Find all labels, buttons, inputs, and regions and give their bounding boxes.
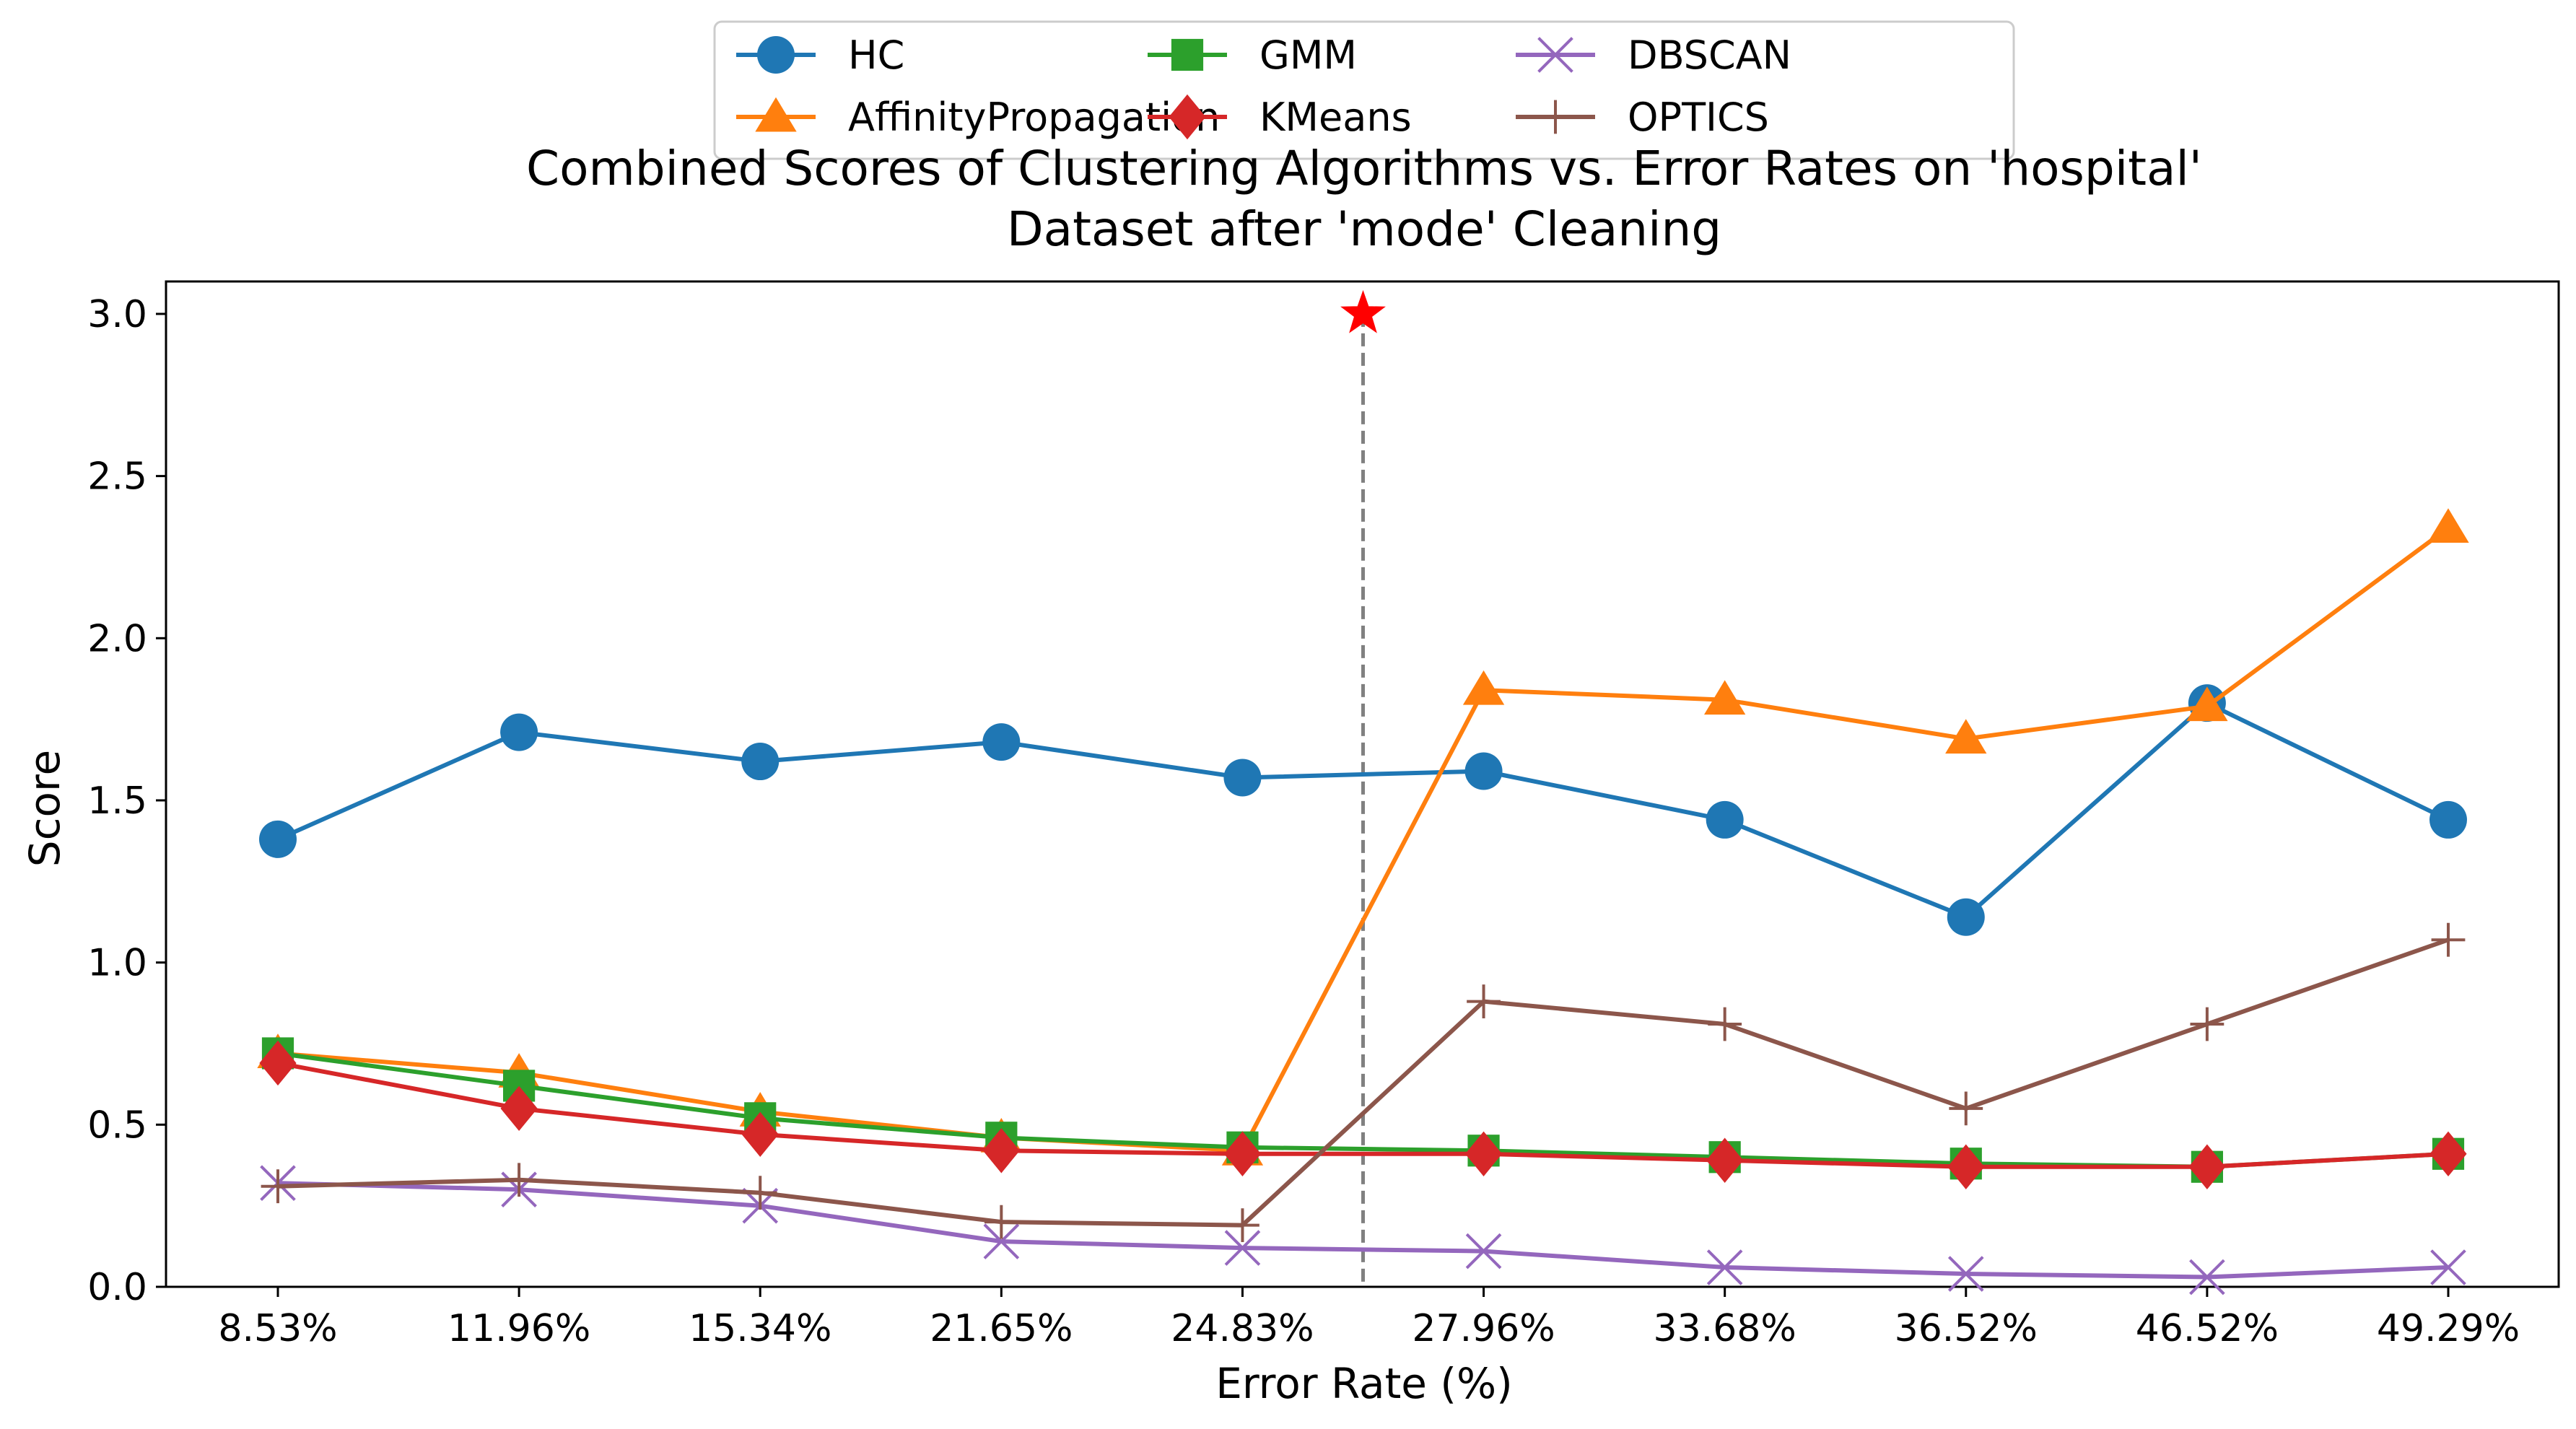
data-point-hc (741, 743, 780, 781)
legend: HCAffinityPropagationGMMKMeansDBSCANOPTI… (713, 20, 2015, 160)
y-tick-label: 0.0 (87, 1266, 147, 1309)
series-line-affinitypropagation (277, 526, 2450, 1153)
data-point-kmeans (741, 1111, 779, 1158)
legend-box (713, 20, 2015, 160)
data-point-dbscan (1706, 1249, 1743, 1285)
legend-label: GMM (1259, 32, 1357, 78)
x-tick-label: 46.52% (2136, 1307, 2279, 1350)
x-tick-label: 24.83% (1171, 1307, 1314, 1350)
data-point-optics (261, 1169, 295, 1204)
data-point-optics (984, 1205, 1018, 1239)
series-line-kmeans (277, 1060, 2449, 1169)
data-point-dbscan (2430, 1249, 2466, 1285)
data-point-hc (982, 723, 1021, 761)
x-axis-label: Error Rate (%) (1215, 1359, 1513, 1408)
legend-marker (755, 97, 797, 132)
data-point-hc (2429, 800, 2467, 839)
star-marker (1340, 289, 1386, 333)
data-point-kmeans (982, 1128, 1020, 1174)
data-point-optics (502, 1163, 536, 1197)
data-point-optics (743, 1176, 777, 1210)
data-point-optics (2190, 1007, 2224, 1041)
data-point-optics (1949, 1091, 1983, 1126)
data-point-hc (1706, 800, 1744, 839)
chart-title-line-1: Combined Scores of Clustering Algorithms… (526, 141, 2202, 196)
legend-marker (1169, 94, 1206, 140)
series-kmeans (259, 1040, 2467, 1189)
data-point-affinitypropagation (1945, 719, 1987, 754)
legend-item-dbscan: DBSCAN (1516, 32, 1791, 78)
y-tick-label: 3.0 (87, 293, 147, 336)
data-point-kmeans (1947, 1144, 1985, 1189)
x-tick-label: 27.96% (1412, 1307, 1555, 1350)
data-point-affinitypropagation (1704, 680, 1746, 715)
data-point-kmeans (259, 1040, 297, 1086)
data-point-kmeans (1464, 1131, 1503, 1176)
data-point-kmeans (2429, 1131, 2467, 1176)
legend-marker (1538, 100, 1573, 134)
data-point-kmeans (2188, 1144, 2226, 1189)
x-tick-label: 21.65% (930, 1307, 1073, 1350)
data-point-kmeans (500, 1085, 538, 1132)
data-point-hc (500, 713, 538, 751)
data-point-dbscan (1224, 1230, 1261, 1266)
y-tick-label: 1.0 (87, 942, 147, 985)
legend-item-kmeans: KMeans (1148, 94, 1412, 140)
legend-marker (1537, 37, 1573, 73)
data-point-kmeans (1223, 1131, 1262, 1176)
y-tick-label: 2.5 (87, 455, 147, 499)
data-point-affinitypropagation (2186, 686, 2228, 722)
data-point-hc (1464, 752, 1503, 790)
data-point-optics (1708, 1007, 1742, 1041)
legend-item-gmm: GMM (1148, 32, 1357, 78)
data-point-optics (1226, 1208, 1259, 1243)
legend-item-hc: HC (736, 32, 904, 78)
legend-label: KMeans (1259, 95, 1412, 140)
x-tick-label: 8.53% (218, 1307, 337, 1350)
x-tick-label: 36.52% (1895, 1307, 2038, 1350)
series-line-dbscan (277, 1181, 2449, 1280)
y-axis-label: Score (20, 750, 69, 867)
data-point-hc (1947, 898, 1985, 936)
x-tick-label: 49.29% (2377, 1307, 2520, 1350)
x-tick-label: 33.68% (1654, 1307, 1796, 1350)
data-point-hc (1223, 759, 1262, 797)
series-line-hc (276, 701, 2450, 919)
x-tick-label: 11.96% (447, 1307, 590, 1350)
axes-frame (165, 280, 2560, 1288)
y-tick-label: 0.5 (87, 1104, 147, 1147)
chart-title-line-2: Dataset after 'mode' Cleaning (1007, 201, 1721, 257)
y-tick-label: 1.5 (87, 779, 147, 823)
data-point-optics (1467, 984, 1501, 1018)
data-point-dbscan (983, 1223, 1020, 1259)
series-line-gmm (277, 1051, 2449, 1169)
data-point-hc (259, 820, 297, 858)
series-line-optics (277, 938, 2449, 1228)
series-optics (261, 922, 2466, 1243)
legend-marker (1171, 38, 1204, 71)
data-point-dbscan (1947, 1256, 1984, 1292)
data-point-affinitypropagation (2427, 508, 2469, 543)
data-point-dbscan (1465, 1233, 1502, 1270)
data-point-affinitypropagation (1462, 670, 1505, 705)
data-point-dbscan (2189, 1259, 2225, 1295)
legend-marker (757, 36, 795, 74)
x-tick-label: 15.34% (689, 1307, 831, 1350)
y-tick-label: 2.0 (87, 617, 147, 660)
legend-item-optics: OPTICS (1516, 95, 1769, 140)
legend-label: HC (848, 32, 904, 78)
legend-label: OPTICS (1628, 95, 1769, 140)
data-point-kmeans (1706, 1137, 1744, 1183)
legend-label: DBSCAN (1628, 32, 1791, 78)
plot-area: 0.0 0.5 1.0 1.5 2.0 2.5 3.0 8.53% 11.96% 15.34% 21… (87, 280, 2560, 1350)
data-point-optics (2431, 922, 2466, 957)
